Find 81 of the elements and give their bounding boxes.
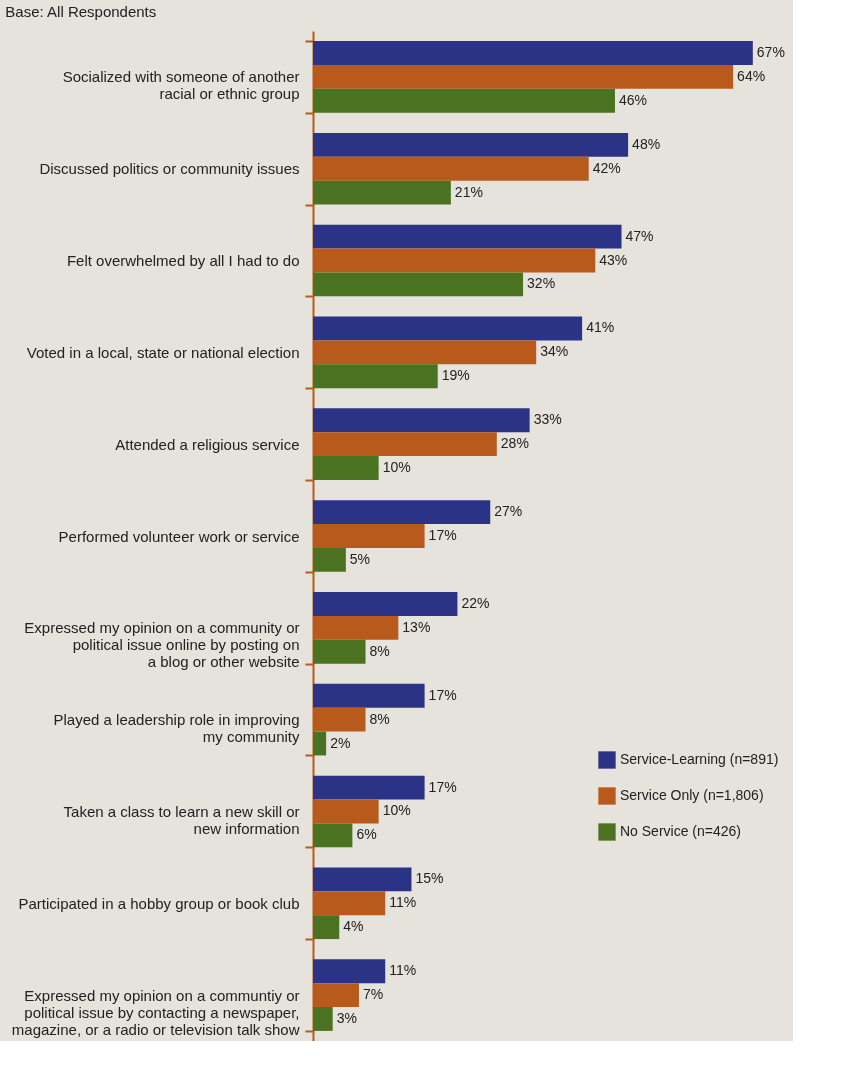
legend-label: Service-Learning (n=891) — [620, 751, 779, 767]
data-label: 11% — [389, 894, 417, 911]
bar — [313, 500, 491, 525]
y-tick-label: Discussed politics or community issues — [39, 160, 300, 178]
y-tick-label: Expressed my opinion on a community or political issue online by posting on a blog or other website — [24, 619, 300, 671]
data-label: 4% — [343, 918, 364, 935]
bar — [313, 248, 596, 273]
bar — [313, 524, 425, 548]
data-label: 19% — [441, 367, 470, 384]
bar — [313, 799, 379, 824]
data-label: 5% — [349, 550, 371, 567]
data-label: 48% — [632, 135, 661, 152]
legend-label: No Service (n=426) — [620, 823, 742, 839]
bar — [313, 224, 622, 249]
bar — [313, 180, 451, 205]
data-label: 2% — [330, 734, 351, 751]
bar — [313, 959, 386, 984]
y-tick-label: Expressed my opinion on a communtiy or political issue by contacting a newspaper, magazine, or a radio or television talk show — [11, 986, 300, 1038]
bar — [313, 340, 537, 365]
data-label: 28% — [500, 435, 529, 452]
y-tick-label: Taken a class to learn a new skill or new information — [63, 802, 300, 837]
data-label: 13% — [402, 618, 431, 635]
data-label: 34% — [540, 343, 569, 360]
y-tick-label: Attended a religious service — [115, 435, 300, 453]
bar — [313, 272, 524, 297]
data-label: 15% — [415, 870, 444, 887]
data-label: 27% — [494, 503, 523, 520]
y-tick-label: Voted in a local, state or national election — [26, 343, 300, 361]
data-label: 32% — [527, 275, 556, 292]
data-label: 46% — [618, 91, 647, 108]
bar — [313, 64, 734, 89]
bar — [313, 639, 366, 664]
bar — [313, 683, 425, 708]
y-tick-label: Felt overwhelmed by all I had to do — [66, 252, 300, 270]
bar — [313, 316, 583, 341]
text: Base: All Respondents — [5, 3, 157, 20]
data-label: 10% — [382, 459, 411, 476]
y-tick-label: Socialized with someone of another racial or ethnic group — [62, 68, 300, 103]
data-label: 7% — [362, 986, 384, 1003]
data-label: 17% — [428, 527, 457, 543]
data-label: 8% — [369, 710, 390, 727]
bar — [313, 915, 340, 940]
bar — [313, 41, 753, 65]
bar — [313, 408, 530, 433]
bar — [313, 156, 589, 181]
bar — [313, 775, 425, 800]
data-label: 11% — [389, 962, 417, 979]
data-label: 41% — [586, 319, 615, 336]
data-label: 67% — [756, 44, 785, 61]
data-label: 42% — [592, 159, 621, 176]
bar — [313, 823, 353, 848]
bar — [313, 456, 379, 480]
data-label: 17% — [428, 778, 457, 795]
data-label: 43% — [599, 251, 628, 268]
data-label: 33% — [533, 411, 562, 428]
y-tick-label: Played a leadership role in improving my community — [53, 711, 300, 746]
data-label: 22% — [461, 594, 490, 611]
y-tick-label: Performed volunteer work or service — [58, 527, 300, 545]
y-tick-label: Participated in a hobby group or book club — [18, 894, 300, 912]
bar — [313, 592, 458, 616]
bar — [313, 615, 399, 640]
bar — [313, 1007, 333, 1031]
bar — [313, 547, 346, 572]
data-label: 10% — [382, 802, 411, 819]
bar — [313, 707, 366, 732]
bar — [313, 88, 615, 113]
bar — [313, 364, 438, 389]
bar — [313, 731, 327, 756]
data-label: 8% — [369, 642, 390, 659]
data-label: 64% — [737, 67, 766, 84]
data-label: 21% — [454, 183, 483, 200]
bar — [313, 132, 629, 157]
bar — [313, 432, 497, 457]
bar — [313, 867, 412, 892]
legend-label: Service Only (n=1,806) — [620, 787, 764, 803]
bar — [313, 891, 386, 916]
data-label: 17% — [428, 686, 457, 703]
bar — [313, 983, 359, 1008]
data-label: 47% — [625, 227, 654, 244]
data-label: 3% — [336, 1009, 357, 1026]
data-label: 6% — [356, 826, 377, 843]
